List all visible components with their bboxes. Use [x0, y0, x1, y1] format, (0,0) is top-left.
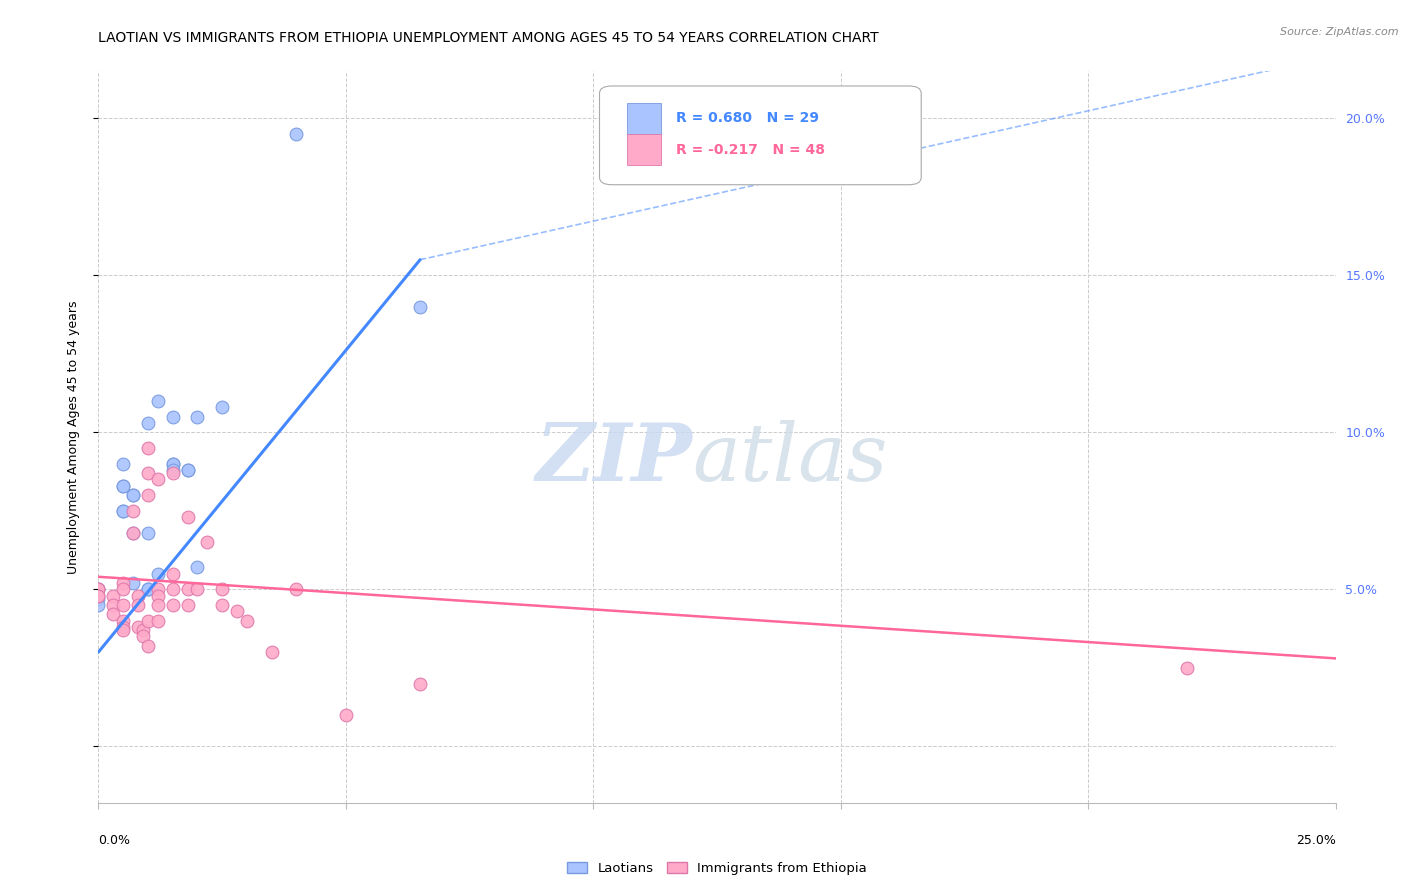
Point [132, 623, 155, 637]
Point [236, 614, 259, 628]
FancyBboxPatch shape [599, 86, 921, 185]
Point [162, 463, 184, 477]
Point [176, 463, 198, 477]
Text: R = 0.680   N = 29: R = 0.680 N = 29 [676, 112, 820, 125]
Point [103, 607, 125, 622]
Point [176, 598, 198, 612]
Point [146, 566, 169, 581]
Point [162, 466, 184, 480]
Point [162, 457, 184, 471]
Y-axis label: Unemployment Among Ages 45 to 54 years: Unemployment Among Ages 45 to 54 years [67, 301, 80, 574]
Point [122, 576, 145, 591]
Point [112, 623, 135, 637]
Point [112, 582, 135, 597]
Point [146, 614, 169, 628]
Point [122, 525, 145, 540]
Text: R = -0.217   N = 48: R = -0.217 N = 48 [676, 143, 825, 157]
Point [146, 473, 169, 487]
Point [1175, 661, 1198, 675]
Point [285, 582, 308, 597]
Point [112, 504, 135, 518]
Point [409, 676, 432, 690]
Point [87, 598, 110, 612]
Point [87, 582, 110, 597]
Point [127, 598, 149, 612]
Point [136, 614, 159, 628]
Text: atlas: atlas [692, 420, 887, 498]
Point [87, 591, 110, 606]
Point [87, 589, 110, 603]
Text: LAOTIAN VS IMMIGRANTS FROM ETHIOPIA UNEMPLOYMENT AMONG AGES 45 TO 54 YEARS CORRE: LAOTIAN VS IMMIGRANTS FROM ETHIOPIA UNEM… [98, 31, 879, 45]
Point [176, 510, 198, 524]
Point [87, 589, 110, 603]
Point [112, 598, 135, 612]
Point [112, 479, 135, 493]
Bar [627, 103, 661, 134]
Point [409, 300, 432, 314]
Point [260, 645, 283, 659]
Point [211, 401, 233, 415]
Point [112, 576, 135, 591]
Point [146, 394, 169, 409]
Point [136, 466, 159, 480]
Point [122, 525, 145, 540]
Point [146, 598, 169, 612]
Point [195, 535, 218, 549]
Point [103, 598, 125, 612]
Point [136, 582, 159, 597]
Point [103, 589, 125, 603]
Text: 25.0%: 25.0% [1296, 834, 1336, 847]
Point [186, 582, 208, 597]
Text: 0.0%: 0.0% [98, 834, 131, 847]
Point [136, 441, 159, 455]
Point [176, 582, 198, 597]
Point [122, 488, 145, 502]
Point [87, 582, 110, 597]
Point [162, 409, 184, 424]
Point [112, 620, 135, 634]
Point [87, 582, 110, 597]
Point [112, 457, 135, 471]
Point [112, 479, 135, 493]
Point [162, 457, 184, 471]
Point [176, 463, 198, 477]
Point [335, 707, 357, 722]
Point [127, 589, 149, 603]
Point [162, 566, 184, 581]
Point [112, 614, 135, 628]
Point [146, 582, 169, 597]
Point [136, 525, 159, 540]
Bar [627, 135, 661, 165]
Point [226, 604, 249, 618]
Point [112, 504, 135, 518]
Point [211, 598, 233, 612]
Point [186, 560, 208, 574]
Point [122, 488, 145, 502]
Point [162, 582, 184, 597]
Point [136, 582, 159, 597]
Point [211, 582, 233, 597]
Point [127, 620, 149, 634]
Point [285, 127, 308, 141]
Point [162, 598, 184, 612]
Point [186, 409, 208, 424]
Point [136, 488, 159, 502]
Point [136, 639, 159, 653]
Point [146, 589, 169, 603]
Point [122, 504, 145, 518]
Point [136, 416, 159, 430]
Point [132, 629, 155, 643]
Text: Source: ZipAtlas.com: Source: ZipAtlas.com [1281, 27, 1399, 37]
Text: ZIP: ZIP [536, 420, 692, 498]
Legend: Laotians, Immigrants from Ethiopia: Laotians, Immigrants from Ethiopia [562, 856, 872, 880]
